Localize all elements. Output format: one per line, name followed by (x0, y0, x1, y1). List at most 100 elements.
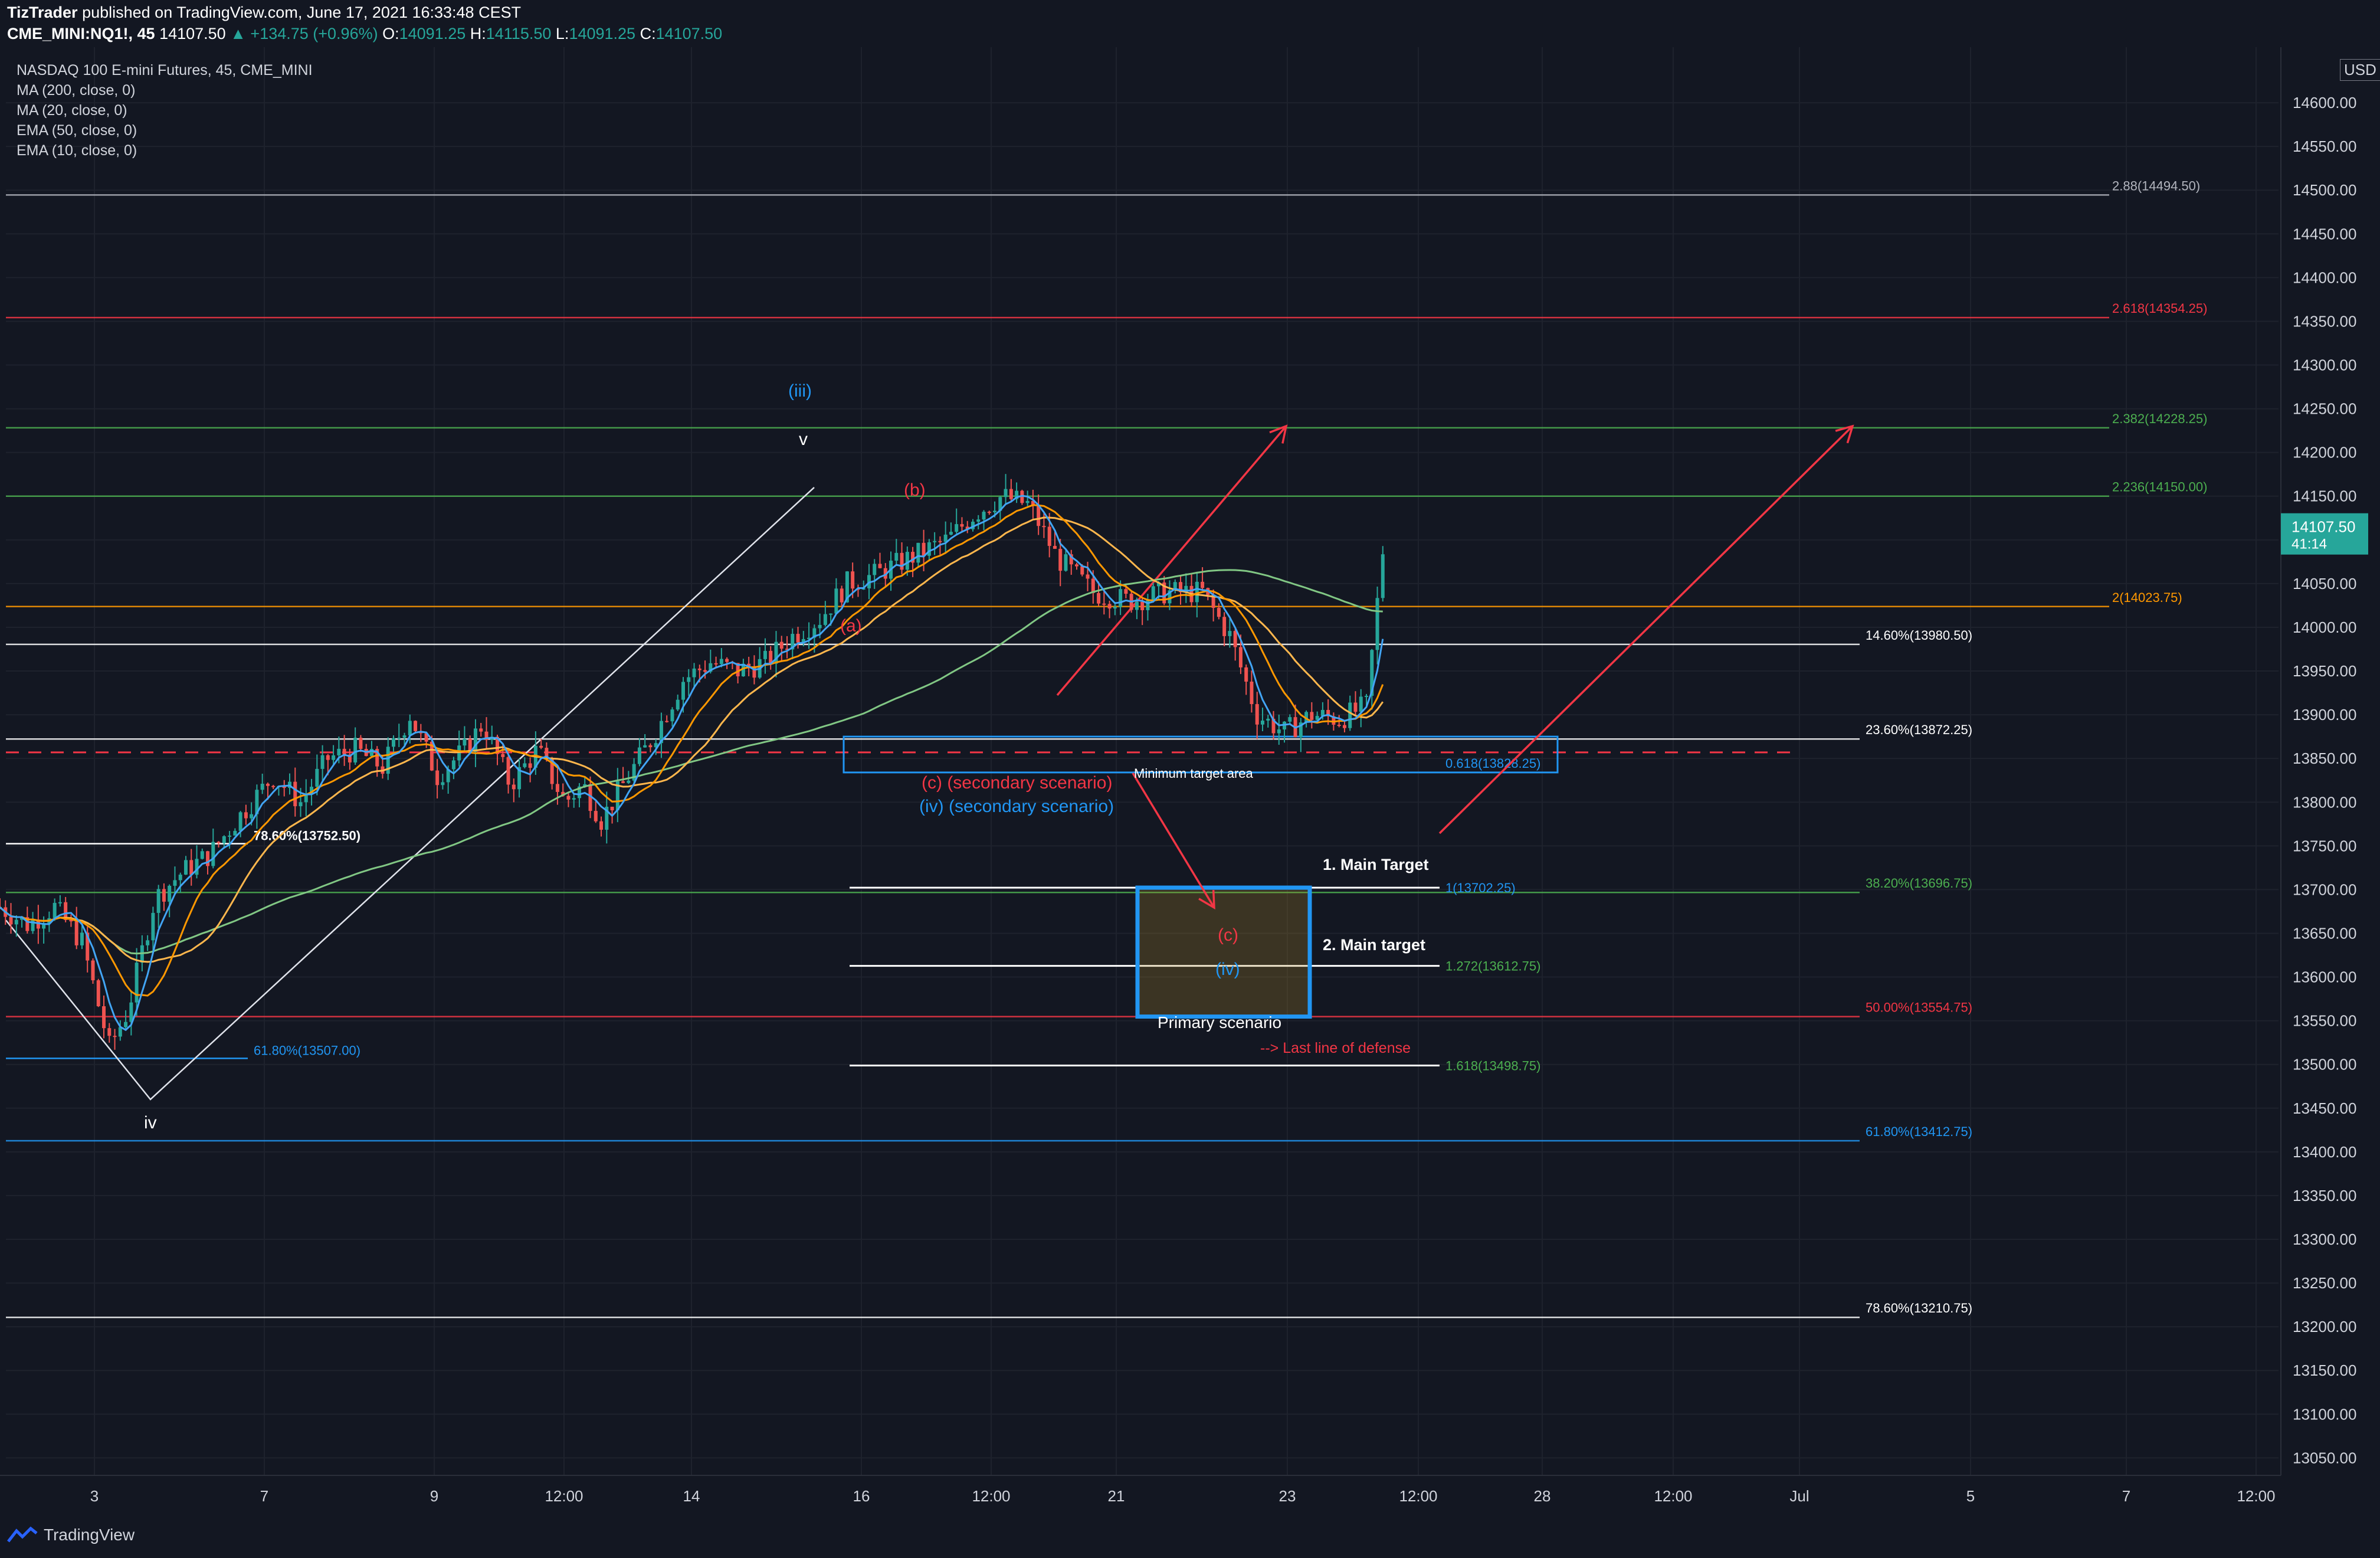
candle-body (1151, 586, 1155, 601)
candle-body (1162, 582, 1166, 604)
candle-body (326, 755, 330, 760)
candle-body (965, 526, 969, 529)
price-tick-label: 14500.00 (2293, 181, 2356, 199)
candle-body (228, 835, 232, 837)
candle-body (1244, 667, 1248, 682)
candle-body (949, 532, 953, 535)
price-tick-label: 13900.00 (2293, 706, 2356, 724)
candle-body (894, 552, 899, 561)
candle-body (446, 769, 450, 783)
brand-label: TradingView (44, 1526, 135, 1544)
candle-body (632, 764, 636, 781)
candle-body (643, 745, 647, 748)
candle-body (1222, 617, 1227, 636)
time-tick-label: Jul (1789, 1487, 1809, 1505)
candle-body (53, 902, 57, 918)
candle-body (1332, 716, 1336, 725)
candle-body (1156, 582, 1161, 587)
box-c-label: (c) (1218, 925, 1238, 945)
candle-body (1135, 601, 1139, 610)
extension-label: 1(13702.25) (1445, 881, 1516, 895)
legend-ema10[interactable]: EMA (10, close, 0) (17, 142, 137, 159)
candle-body (791, 634, 795, 650)
candle-body (637, 747, 641, 764)
price-tick-label: 14300.00 (2293, 356, 2356, 374)
candle-body (577, 786, 581, 798)
candle-body (64, 902, 68, 920)
main-target-1-label: 1. Main Target (1323, 856, 1429, 873)
candle-body (1266, 718, 1270, 721)
candle-body (1037, 505, 1041, 526)
scenario-arrow (1438, 425, 1854, 834)
candle-body (911, 552, 915, 563)
candle-body (1179, 582, 1183, 593)
candle-body (118, 1027, 122, 1037)
candle-body (528, 763, 532, 768)
candle-body (255, 790, 259, 814)
candle-body (310, 787, 314, 795)
candle-body (244, 812, 248, 819)
author-name[interactable]: TizTrader (7, 4, 78, 21)
candle-body (315, 768, 319, 787)
candle-body (681, 682, 685, 700)
candle-body (583, 784, 587, 787)
candle-body (1381, 554, 1385, 598)
candle-body (42, 923, 46, 929)
candle-body (1102, 603, 1106, 605)
minimum-target-label: Minimum target area (1134, 766, 1254, 781)
price-axis-bg (2281, 47, 2380, 1475)
candle-body (960, 524, 964, 527)
legend-ma200[interactable]: MA (200, close, 0) (17, 82, 136, 99)
price-tick-label: 13850.00 (2293, 749, 2356, 767)
scenario-arrow (1056, 425, 1287, 696)
candle-body (435, 770, 440, 785)
currency-label[interactable]: USD (2340, 59, 2380, 81)
candle-body (621, 781, 625, 783)
candle-body (408, 721, 412, 736)
candle-body (250, 814, 254, 819)
candle-body (91, 960, 95, 981)
ema10-line (0, 495, 1384, 1032)
legend-ma20[interactable]: MA (20, close, 0) (17, 102, 127, 119)
candle-body (834, 588, 838, 614)
candle-body (648, 745, 653, 748)
candle-body (337, 748, 341, 755)
candle-body (1113, 607, 1117, 608)
candle-body (397, 738, 401, 739)
candle-body (539, 745, 543, 748)
price-chart[interactable]: 2.88(14494.50) 2.618(14354.25) 2.382(14228… (0, 0, 2380, 1517)
candle-body (594, 811, 598, 821)
candle-body (1064, 554, 1068, 571)
candle-body (402, 735, 406, 738)
candle-body (414, 721, 418, 731)
candle-body (763, 650, 767, 659)
close-value: 14107.50 (655, 25, 723, 42)
candle-body (107, 1028, 112, 1036)
legend-title[interactable]: NASDAQ 100 E-mini Futures, 45, CME_MINI (17, 62, 313, 78)
change-value: ▲ +134.75 (+0.96%) (230, 25, 378, 42)
candle-body (883, 568, 887, 579)
candle-body (162, 889, 166, 902)
close-label: C: (640, 25, 656, 42)
candle-body (1299, 722, 1303, 737)
current-price-badge (2281, 513, 2368, 555)
candle-body (627, 780, 631, 783)
candle-body (861, 588, 866, 590)
fib-level-label: 2.236(14150.00) (2112, 480, 2207, 495)
candle-body (282, 785, 286, 788)
candle-body (785, 649, 789, 650)
price-tick-label: 14600.00 (2293, 94, 2356, 112)
candle-body (217, 842, 221, 843)
tradingview-brand[interactable]: TradingView (7, 1526, 135, 1544)
candle-body (1004, 489, 1008, 497)
legend-ema50[interactable]: EMA (50, close, 0) (17, 122, 137, 139)
price-tick-label: 14400.00 (2293, 269, 2356, 286)
wave-label-b: (b) (904, 480, 926, 500)
price-tick-label: 14250.00 (2293, 400, 2356, 418)
time-tick-label: 3 (90, 1487, 99, 1505)
candle-body (1069, 554, 1073, 565)
chart-drawings: 0.618(13828.25) (5, 424, 1854, 1101)
candle-body (1080, 566, 1084, 575)
symbol-label[interactable]: CME_MINI:NQ1!, 45 (7, 25, 155, 42)
candle-body (69, 919, 73, 922)
